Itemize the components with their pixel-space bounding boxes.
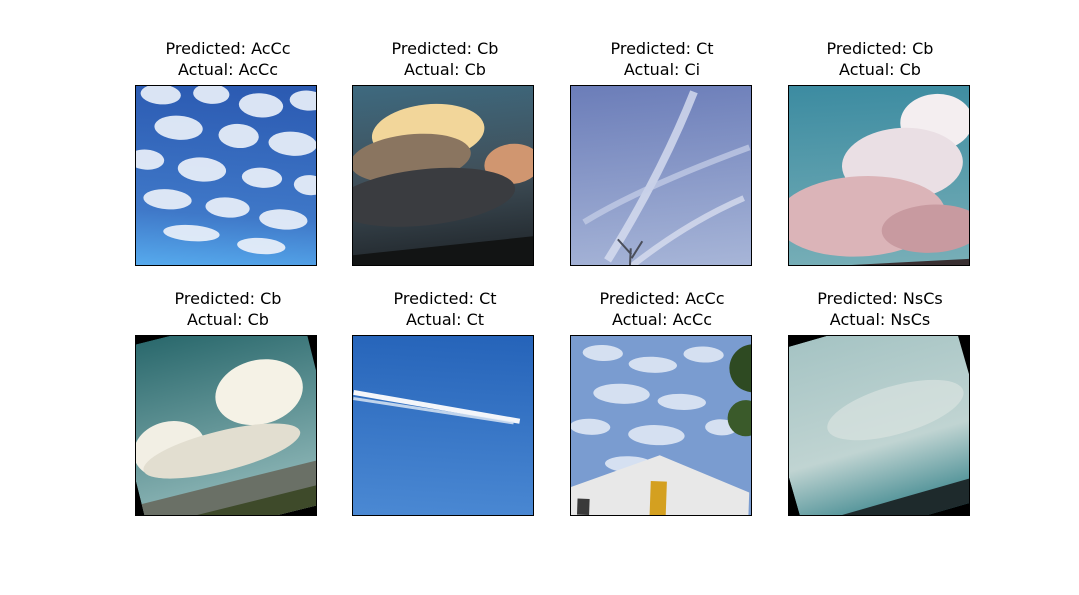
actual-label: Actual: Ci <box>623 60 701 79</box>
predicted-label: Predicted: AcCc <box>599 289 725 308</box>
cloud-image <box>352 335 534 516</box>
actual-label: Actual: AcCc <box>177 60 279 79</box>
actual-label: Actual: NsCs <box>829 310 931 329</box>
actual-label: Actual: Ct <box>405 310 485 329</box>
predicted-label: Predicted: Cb <box>174 289 282 308</box>
actual-label: Actual: AcCc <box>611 310 713 329</box>
actual-label: Actual: Cb <box>187 310 269 329</box>
cloud-image <box>788 85 970 266</box>
predicted-label: Predicted: Cb <box>826 39 934 58</box>
cloud-image <box>352 85 534 266</box>
cloud-image <box>570 335 752 516</box>
predicted-label: Predicted: AcCc <box>165 39 291 58</box>
cloud-image <box>788 335 970 516</box>
cloud-image <box>570 85 752 266</box>
predicted-label: Predicted: Ct <box>610 39 714 58</box>
actual-label: Actual: Cb <box>839 60 921 79</box>
predicted-label: Predicted: NsCs <box>817 289 943 308</box>
actual-label: Actual: Cb <box>404 60 486 79</box>
cloud-image <box>135 335 317 516</box>
cloud-image <box>135 85 317 266</box>
predicted-label: Predicted: Ct <box>393 289 497 308</box>
predicted-label: Predicted: Cb <box>391 39 499 58</box>
